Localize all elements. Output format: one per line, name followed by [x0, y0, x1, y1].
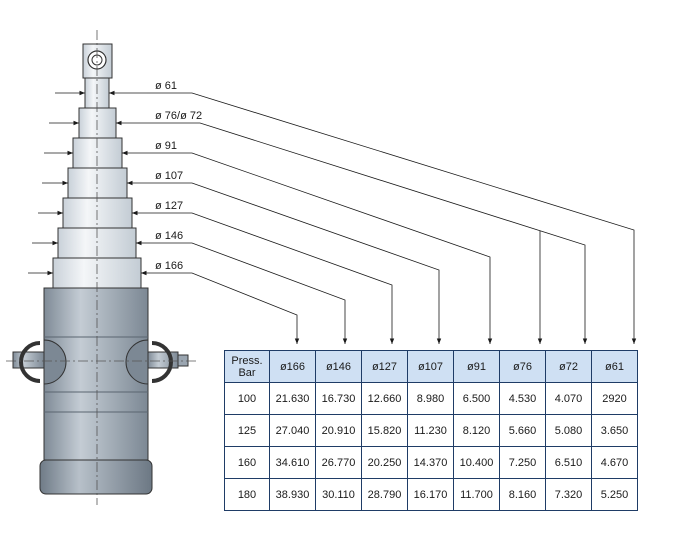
label-146: ø 146 [155, 230, 183, 242]
stage-76 [78, 107, 117, 139]
stage-91 [72, 137, 123, 169]
table-cell: 26.770 [315, 446, 362, 479]
table-cell: 4.670 [591, 446, 638, 479]
label-166: ø 166 [155, 260, 183, 272]
table-cell: 28.790 [361, 478, 408, 511]
label-107: ø 107 [155, 170, 183, 182]
table-row: 160 34.610 26.770 20.250 14.370 10.400 7… [224, 446, 638, 479]
table-cell: 5.250 [591, 478, 638, 511]
table-cell: 4.070 [545, 382, 592, 415]
table-cell: 6.500 [453, 382, 500, 415]
cell-pressure: 100 [224, 382, 270, 415]
stage-127 [62, 197, 133, 229]
header-press-label: Press. [231, 354, 263, 367]
header-127: ø127 [361, 350, 408, 383]
callout-76-72: ø 76/ø 72 [49, 110, 588, 344]
table-cell: 8.980 [407, 382, 454, 415]
callout-61: ø 61 [55, 80, 637, 344]
table-row: 180 38.930 30.110 28.790 16.170 11.700 8… [224, 478, 638, 511]
header-61: ø61 [591, 350, 638, 383]
table-cell: 16.730 [315, 382, 362, 415]
table-cell: 20.250 [361, 446, 408, 479]
right-trunnion [125, 339, 189, 385]
cylinder-base [39, 459, 153, 495]
table-header-row: Press. Bar ø166 ø146 ø127 ø107 ø91 ø76 ø… [224, 350, 638, 383]
cell-pressure: 125 [224, 414, 270, 447]
table-cell: 11.230 [407, 414, 454, 447]
table-cell: 3.650 [591, 414, 638, 447]
table-cell: 34.610 [269, 446, 316, 479]
callout-107: ø 107 [42, 170, 442, 344]
table-row: 100 21.630 16.730 12.660 8.980 6.500 4.5… [224, 382, 638, 415]
table-cell: 8.160 [499, 478, 546, 511]
callout-146: ø 146 [32, 230, 348, 344]
table-cell: 7.320 [545, 478, 592, 511]
table-cell: 4.530 [499, 382, 546, 415]
table-cell: 2920 [591, 382, 638, 415]
callout-127: ø 127 [38, 200, 395, 344]
label-91: ø 91 [155, 140, 177, 152]
cell-pressure: 160 [224, 446, 270, 479]
table-cell: 8.120 [453, 414, 500, 447]
table-cell: 10.400 [453, 446, 500, 479]
header-pressure: Press. Bar [224, 350, 270, 383]
table-cell: 6.510 [545, 446, 592, 479]
table-cell: 15.820 [361, 414, 408, 447]
table-cell: 30.110 [315, 478, 362, 511]
dimension-callouts: ø 61 ø 76/ø 72 ø 91 ø 107 [28, 80, 637, 344]
header-107: ø107 [407, 350, 454, 383]
table-cell: 12.660 [361, 382, 408, 415]
label-127: ø 127 [155, 200, 183, 212]
table-cell: 16.170 [407, 478, 454, 511]
stage-107 [67, 167, 128, 199]
table-cell: 38.930 [269, 478, 316, 511]
table-cell: 27.040 [269, 414, 316, 447]
table-cell: 14.370 [407, 446, 454, 479]
callout-91: ø 91 [44, 140, 493, 344]
label-76-72: ø 76/ø 72 [155, 110, 202, 122]
label-61: ø 61 [155, 80, 177, 92]
header-146: ø146 [315, 350, 362, 383]
left-trunnion [12, 339, 67, 385]
header-76: ø76 [499, 350, 546, 383]
header-166: ø166 [269, 350, 316, 383]
table-cell: 20.910 [315, 414, 362, 447]
table-cell: 21.630 [269, 382, 316, 415]
table-cell: 7.250 [499, 446, 546, 479]
callout-166: ø 166 [28, 260, 300, 344]
table-cell: 11.700 [453, 478, 500, 511]
force-table: Press. Bar ø166 ø146 ø127 ø107 ø91 ø76 ø… [224, 350, 638, 511]
header-91: ø91 [453, 350, 500, 383]
table-cell: 5.080 [545, 414, 592, 447]
top-mounting-eye [82, 43, 113, 79]
table-cell: 5.660 [499, 414, 546, 447]
header-bar-label: Bar [238, 366, 256, 379]
table-row: 125 27.040 20.910 15.820 11.230 8.120 5.… [224, 414, 638, 447]
header-72: ø72 [545, 350, 592, 383]
cell-pressure: 180 [224, 478, 270, 511]
